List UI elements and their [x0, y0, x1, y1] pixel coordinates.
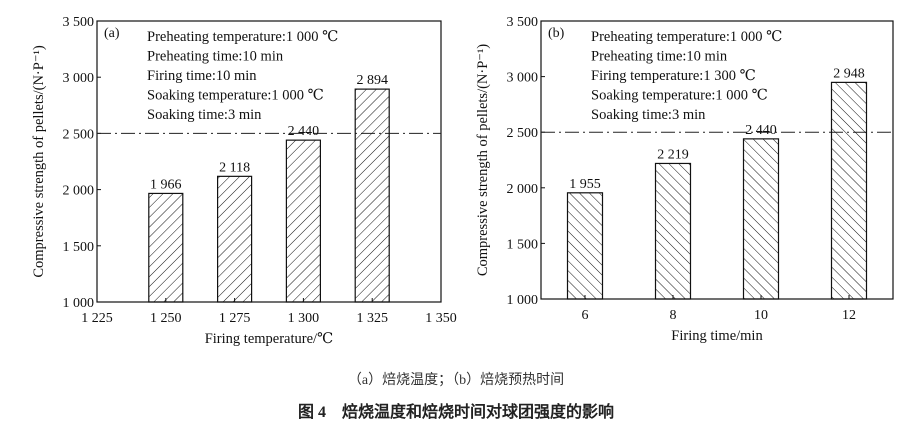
- y-tick-label: 2 500: [507, 126, 539, 141]
- x-tick-label: 6: [582, 308, 589, 323]
- x-tick-label: 1 325: [356, 311, 388, 326]
- condition-annotation: Soaking temperature:1 000 ℃: [147, 88, 324, 104]
- x-tick-label: 1 350: [425, 311, 457, 326]
- bar-value-label: 2 118: [219, 160, 250, 175]
- x-tick-label: 1 300: [288, 311, 320, 326]
- bar-value-label: 2 894: [356, 73, 388, 88]
- bar: [654, 162, 692, 300]
- y-tick-label: 2 000: [507, 182, 539, 197]
- x-tick-label: 8: [670, 308, 677, 323]
- bar-value-label: 2 440: [288, 124, 320, 139]
- bar: [217, 175, 253, 303]
- bar: [148, 192, 184, 303]
- bar-value-label: 1 955: [569, 177, 601, 192]
- y-axis-label: Compressive strength of pellets/(N·P⁻¹): [475, 44, 491, 276]
- bar: [742, 138, 780, 300]
- y-tick-label: 1 500: [63, 240, 95, 255]
- x-tick-label: 1 250: [150, 311, 182, 326]
- condition-annotation: Preheating temperature:1 000 ℃: [591, 29, 782, 45]
- plot-frame: [96, 20, 442, 303]
- y-tick-label: 2 000: [63, 184, 95, 199]
- condition-annotation: Firing time:10 min: [147, 68, 257, 84]
- x-tick-label: 1 225: [81, 311, 113, 326]
- condition-annotation: Firing temperature:1 300 ℃: [591, 68, 756, 84]
- condition-annotation: Soaking temperature:1 000 ℃: [591, 88, 768, 104]
- figure-caption: 图 4 焙烧温度和焙烧时间对球团强度的影响: [297, 404, 614, 421]
- x-tick-label: 12: [842, 308, 856, 323]
- y-tick-label: 1 000: [507, 293, 539, 308]
- bar-value-label: 2 440: [745, 123, 777, 138]
- condition-annotation: Preheating time:10 min: [147, 49, 284, 65]
- condition-annotation: Soaking time:3 min: [147, 107, 262, 123]
- bar: [285, 139, 321, 303]
- subcaption: （a）焙烧温度；（b）焙烧预热时间: [347, 373, 565, 388]
- panel-label: (a): [104, 26, 120, 41]
- bar-value-label: 2 219: [657, 147, 689, 162]
- figure: 1 000 1 500 2 000 2 500 3 000 3 500 1 225 1 250…: [31, 15, 894, 347]
- panel-label: (b): [548, 26, 565, 41]
- y-tick-label: 1 000: [63, 296, 95, 311]
- bar-value-label: 1 966: [150, 177, 182, 192]
- y-tick-label: 3 000: [507, 71, 539, 86]
- plot-frame: [540, 20, 894, 300]
- y-tick-label: 3 500: [63, 15, 95, 30]
- x-axis-label: Firing time/min: [671, 328, 763, 344]
- y-tick-label: 2 500: [63, 127, 95, 142]
- condition-annotation: Preheating time:10 min: [591, 49, 728, 65]
- bar: [566, 192, 604, 300]
- y-tick-label: 3 500: [507, 15, 539, 30]
- x-tick-label: 1 275: [219, 311, 251, 326]
- condition-annotation: Soaking time:3 min: [591, 107, 706, 123]
- y-tick-label: 1 500: [507, 237, 539, 252]
- y-tick-label: 3 000: [63, 71, 95, 86]
- bar: [830, 81, 868, 300]
- condition-annotation: Preheating temperature:1 000 ℃: [147, 29, 338, 45]
- y-axis-label: Compressive strength of pellets/(N·P⁻¹): [31, 45, 47, 277]
- bar-value-label: 2 948: [833, 66, 865, 81]
- x-axis-label: Firing temperature/℃: [205, 331, 334, 347]
- bar: [354, 88, 390, 303]
- x-tick-label: 10: [754, 308, 768, 323]
